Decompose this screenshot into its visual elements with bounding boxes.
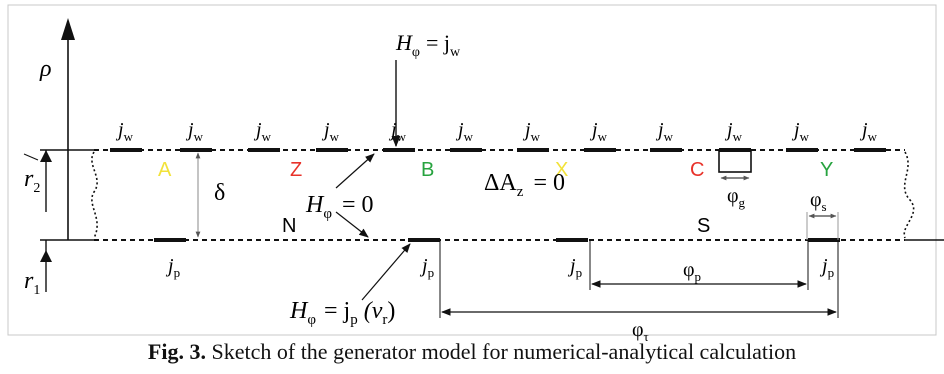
phase-letter-y: Y	[820, 159, 833, 181]
phase-letter-b: B	[421, 159, 434, 181]
top-conductor-label: jw	[655, 119, 674, 144]
phi-s-label: φs	[810, 189, 827, 214]
figure-caption-text: Sketch of the generator model for numeri…	[211, 339, 797, 364]
top-conductor-label: jw	[455, 119, 474, 144]
figure-frame	[7, 4, 937, 336]
right-wavy-boundary	[903, 151, 915, 239]
r1-marker-arrowhead	[40, 250, 52, 262]
pole-n-label: N	[282, 215, 296, 237]
delta-az-equation: ΔAz = 0	[484, 170, 565, 200]
phase-letter-c: C	[690, 159, 704, 181]
h-phi-mid-arrow-down	[335, 211, 369, 238]
rotor-conductor-label: jp	[567, 255, 582, 280]
h-phi-top-equation: Hφ = jw	[395, 30, 461, 60]
top-conductor-label: jw	[522, 119, 541, 144]
top-conductor-label: jw	[589, 119, 608, 144]
top-conductor-label: jw	[388, 119, 407, 144]
top-conductor-label: jw	[791, 119, 810, 144]
top-conductor-label: jw	[859, 119, 878, 144]
r2-marker-arrowhead	[40, 150, 52, 162]
r1-label: r1	[24, 268, 40, 298]
phase-letter-x: X	[555, 159, 568, 181]
top-conductor-label: jw	[321, 119, 340, 144]
rotor-conductor-label: jp	[165, 255, 180, 280]
phi-tau-label: φτ	[632, 319, 649, 344]
r2-tick	[23, 153, 39, 161]
rotor-conductor-labels: jp jp jp jp	[165, 255, 834, 280]
top-conductor-label: jw	[724, 119, 743, 144]
phase-letter-z: Z	[290, 159, 302, 181]
phi-p-label: φp	[683, 259, 701, 284]
rotor-conductor-label: jp	[419, 255, 434, 280]
h-phi-bottom-equation: Hφ = jp (vr)	[289, 298, 395, 328]
left-wavy-boundary	[91, 151, 98, 239]
r2-label: r2	[24, 166, 40, 196]
phi-g-slot-box	[718, 149, 752, 173]
top-conductor-label: jw	[185, 119, 204, 144]
top-conductor-label: jw	[115, 119, 134, 144]
top-winding-labels: jw jw jw jw jw jw jw jw jw jw jw jw	[115, 119, 878, 144]
rho-axis-label: ρ	[39, 56, 52, 82]
h-phi-mid-equation: Hφ = 0	[305, 192, 374, 222]
rotor-conductor-label: jp	[819, 255, 834, 280]
pole-s-label: S	[697, 215, 710, 237]
figure-caption: Fig. 3. Sketch of the generator model fo…	[0, 339, 944, 365]
top-conductor-label: jw	[253, 119, 272, 144]
h-phi-bottom-arrow	[361, 243, 411, 301]
figure-caption-label: Fig. 3.	[147, 339, 206, 364]
phi-g-label: φg	[727, 185, 746, 210]
phase-letter-a: A	[158, 159, 172, 181]
h-phi-mid-arrow-up	[335, 153, 375, 189]
rho-axis-arrowhead	[61, 18, 75, 40]
delta-label: δ	[214, 180, 225, 206]
